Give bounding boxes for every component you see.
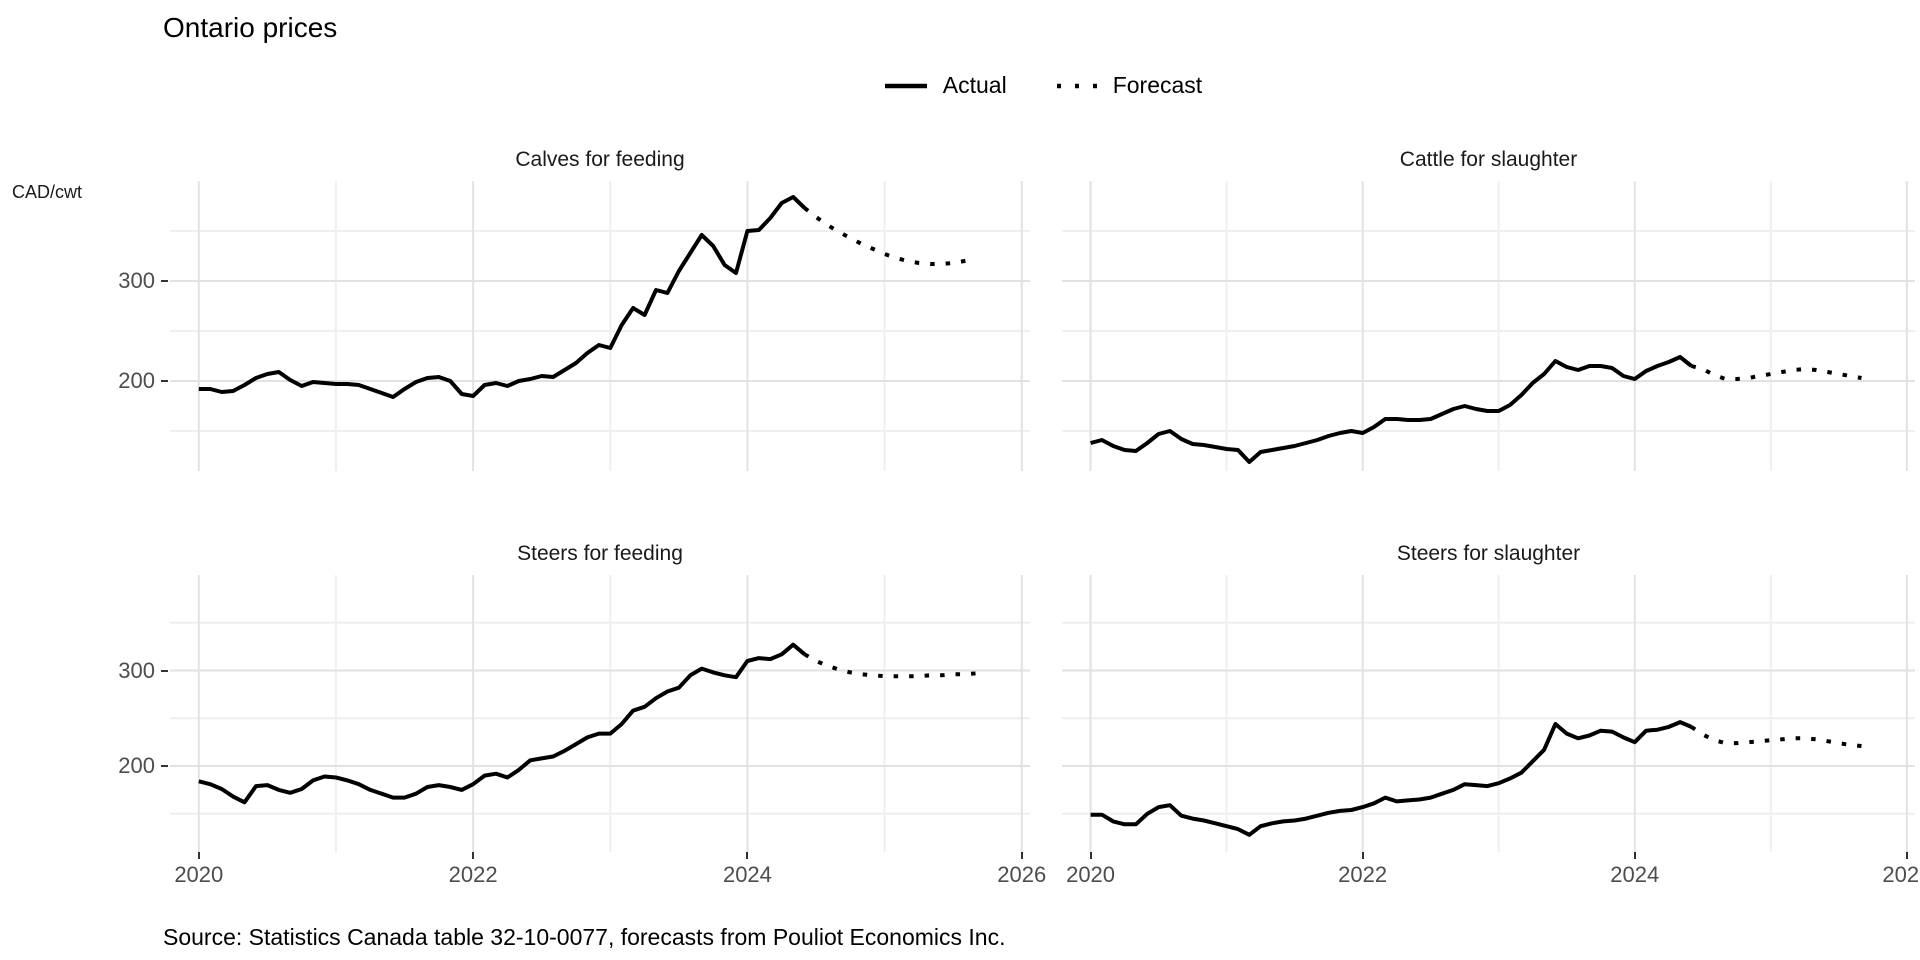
source-caption: Source: Statistics Canada table 32-10-00… <box>163 924 1006 950</box>
actual-line <box>198 642 806 805</box>
x-tick-label: 2026 <box>1882 862 1920 887</box>
x-tick-label: 2024 <box>722 862 772 887</box>
y-axis-unit-label: CAD/cwt <box>12 182 83 202</box>
y-tick-label: 200 <box>118 753 155 779</box>
x-axis-tick <box>1020 852 1023 859</box>
legend-item-forecast: Forecast <box>1053 72 1202 99</box>
x-axis-tick <box>1361 852 1364 859</box>
legend: Actual Forecast <box>165 72 1920 99</box>
solid-line-key-icon <box>884 83 927 88</box>
y-tick-label: 300 <box>118 657 155 683</box>
panel-calves-feeding <box>170 181 1030 471</box>
x-axis-tick <box>1089 852 1092 859</box>
facet-title-steers-slaughter: Steers for slaughter <box>1396 542 1581 565</box>
panel-cattle-slaughter <box>1062 181 1915 471</box>
x-axis-tick <box>1905 852 1908 859</box>
y-axis-tick <box>161 765 168 768</box>
x-tick-label: 2026 <box>997 862 1047 887</box>
y-axis-tick <box>161 669 168 672</box>
y-tick-label: 300 <box>118 268 155 293</box>
y-axis-tick <box>161 380 168 382</box>
dotted-line-key-icon <box>1056 83 1099 88</box>
chart-title: Ontario prices <box>163 12 338 43</box>
facet-title-steers-feeding: Steers for feeding <box>517 542 683 565</box>
forecast-line <box>1690 364 1862 381</box>
x-axis-tick <box>472 852 475 859</box>
x-tick-label: 2022 <box>1338 862 1388 887</box>
x-axis-tick <box>1633 852 1636 859</box>
facet-title-calves-feeding: Calves for feeding <box>515 148 685 171</box>
x-tick-label: 2020 <box>1066 862 1116 887</box>
forecast-line <box>1690 725 1862 748</box>
forecast-line <box>803 652 977 679</box>
facet-title-cattle-slaughter: Cattle for slaughter <box>1399 148 1578 171</box>
x-tick-label: 2022 <box>448 862 498 887</box>
actual-line <box>198 195 806 399</box>
x-tick-label: 2020 <box>174 862 224 887</box>
legend-label-actual: Actual <box>942 72 1007 98</box>
x-axis-tick <box>197 852 200 859</box>
y-tick-label: 200 <box>118 368 155 393</box>
legend-label-forecast: Forecast <box>1112 72 1203 98</box>
panel-steers-slaughter <box>1062 575 1915 852</box>
x-axis-tick <box>746 852 749 859</box>
actual-line <box>1090 355 1693 464</box>
panel-steers-feeding <box>170 575 1030 852</box>
y-axis-tick <box>161 280 168 282</box>
actual-line <box>1090 720 1693 837</box>
legend-item-actual: Actual <box>883 72 1007 99</box>
forecast-line <box>803 206 977 266</box>
x-tick-label: 2024 <box>1610 862 1660 887</box>
